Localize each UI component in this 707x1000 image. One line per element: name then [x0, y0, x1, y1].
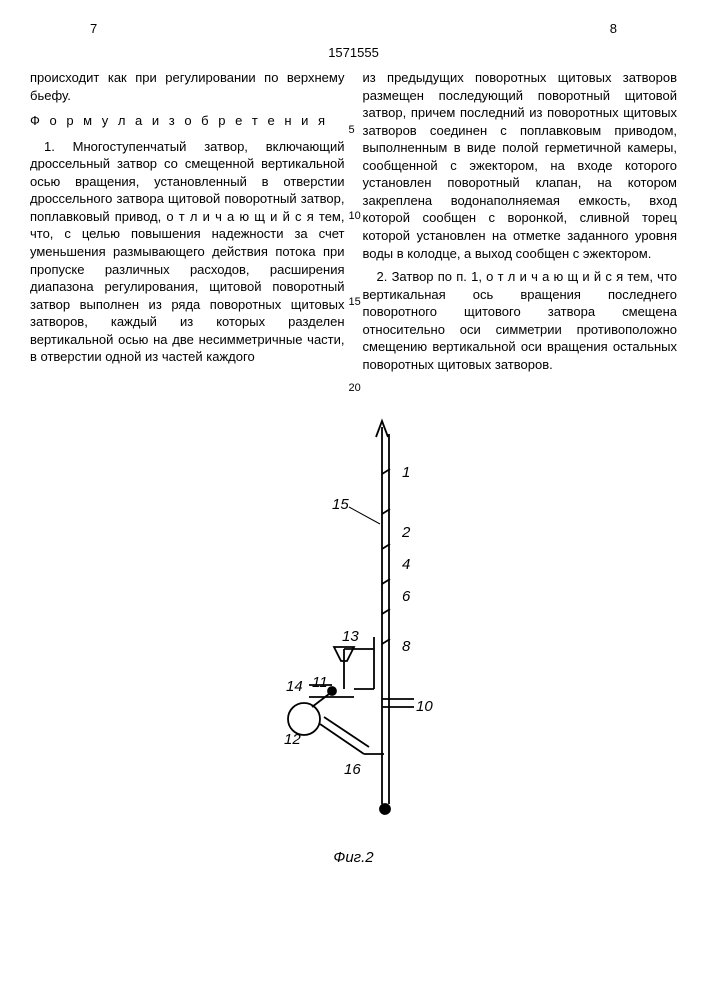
- claim-1-right: из предыдущих поворотных щитовых затворо…: [363, 69, 678, 262]
- fig-label-11: 11: [312, 674, 328, 691]
- fig-label-13: 13: [342, 628, 359, 645]
- fig-label-15: 15: [332, 496, 349, 513]
- fig-label-1: 1: [402, 464, 410, 481]
- lineno-15: 15: [349, 295, 361, 310]
- fig-label-6: 6: [402, 588, 411, 605]
- fig-label-2: 2: [401, 524, 411, 541]
- lineno-10: 10: [349, 209, 361, 224]
- lineno-5: 5: [349, 123, 355, 138]
- figure-caption: Фиг.2: [30, 848, 677, 868]
- para-intro: происходит как при регулировании по верх…: [30, 69, 345, 104]
- col-num-left: 7: [90, 20, 97, 38]
- fig-label-14: 14: [286, 678, 303, 695]
- claim-1-left: 1. Многоступенчатый затвор, включающий д…: [30, 138, 345, 366]
- figure-2: 1 2 4 6 8 10 11 12 13 14 15 16 Фиг.2: [30, 389, 677, 868]
- fig-label-8: 8: [402, 638, 411, 655]
- fig-label-16: 16: [344, 761, 361, 778]
- formula-title: Ф о р м у л а и з о б р е т е н и я: [30, 112, 345, 130]
- fig-label-10: 10: [416, 698, 433, 715]
- claim-2: 2. Затвор по п. 1, о т л и ч а ю щ и й с…: [363, 268, 678, 373]
- text-columns: происходит как при регулировании по верх…: [30, 69, 677, 379]
- fig-label-12: 12: [284, 731, 301, 748]
- figure-svg: 1 2 4 6 8 10 11 12 13 14 15 16: [214, 389, 494, 839]
- fig-label-4: 4: [402, 556, 410, 573]
- patent-number: 1571555: [30, 44, 677, 62]
- left-column: происходит как при регулировании по верх…: [30, 69, 345, 379]
- col-num-right: 8: [610, 20, 617, 38]
- right-column: 5 10 15 20 из предыдущих поворотных щито…: [363, 69, 678, 379]
- lineno-20: 20: [349, 381, 361, 396]
